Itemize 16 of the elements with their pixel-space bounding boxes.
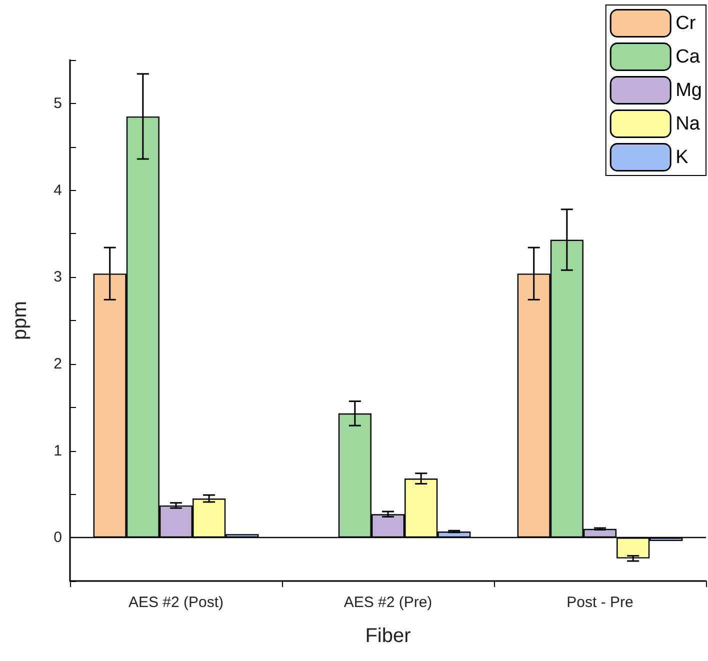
legend-label: Ca	[676, 46, 700, 68]
legend-label: Cr	[676, 12, 696, 34]
y-axis-title: ppm	[9, 301, 31, 340]
legend-label: Mg	[676, 80, 702, 101]
x-axis-title: Fiber	[365, 625, 412, 647]
y-tick-label: 3	[54, 268, 62, 286]
y-tick-label: 1	[54, 442, 62, 460]
y-tick-label: 2	[54, 355, 62, 372]
x-tick-label: Post - Pre	[566, 594, 634, 611]
y-tick-label: 5	[54, 94, 62, 112]
x-tick-label: AES #2 (Pre)	[344, 594, 432, 611]
y-tick-label: 0	[54, 529, 62, 546]
y-tick-label: 4	[54, 182, 62, 199]
legend-label: Na	[676, 113, 700, 134]
x-tick-label: AES #2 (Post)	[128, 594, 224, 611]
legend-label: K	[676, 146, 689, 168]
